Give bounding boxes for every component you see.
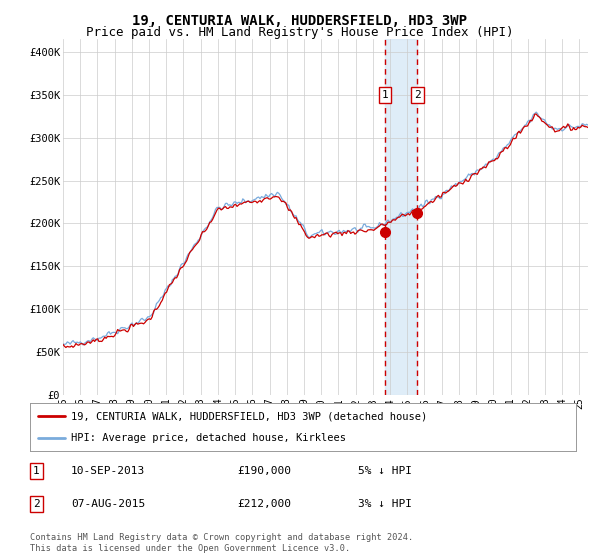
Text: £190,000: £190,000 (238, 466, 292, 476)
Text: 19, CENTURIA WALK, HUDDERSFIELD, HD3 3WP: 19, CENTURIA WALK, HUDDERSFIELD, HD3 3WP (133, 14, 467, 28)
Text: Price paid vs. HM Land Registry's House Price Index (HPI): Price paid vs. HM Land Registry's House … (86, 26, 514, 39)
Text: 5% ↓ HPI: 5% ↓ HPI (358, 466, 412, 476)
Text: Contains HM Land Registry data © Crown copyright and database right 2024.
This d: Contains HM Land Registry data © Crown c… (30, 533, 413, 553)
Text: 19, CENTURIA WALK, HUDDERSFIELD, HD3 3WP (detached house): 19, CENTURIA WALK, HUDDERSFIELD, HD3 3WP… (71, 411, 427, 421)
Text: 1: 1 (33, 466, 40, 476)
Text: 3% ↓ HPI: 3% ↓ HPI (358, 499, 412, 508)
Text: 10-SEP-2013: 10-SEP-2013 (71, 466, 145, 476)
Text: 07-AUG-2015: 07-AUG-2015 (71, 499, 145, 508)
Bar (385, 39, 418, 395)
Text: 1: 1 (382, 90, 388, 100)
Text: HPI: Average price, detached house, Kirklees: HPI: Average price, detached house, Kirk… (71, 433, 346, 443)
Text: 2: 2 (33, 499, 40, 508)
Text: 2: 2 (414, 90, 421, 100)
Text: £212,000: £212,000 (238, 499, 292, 508)
